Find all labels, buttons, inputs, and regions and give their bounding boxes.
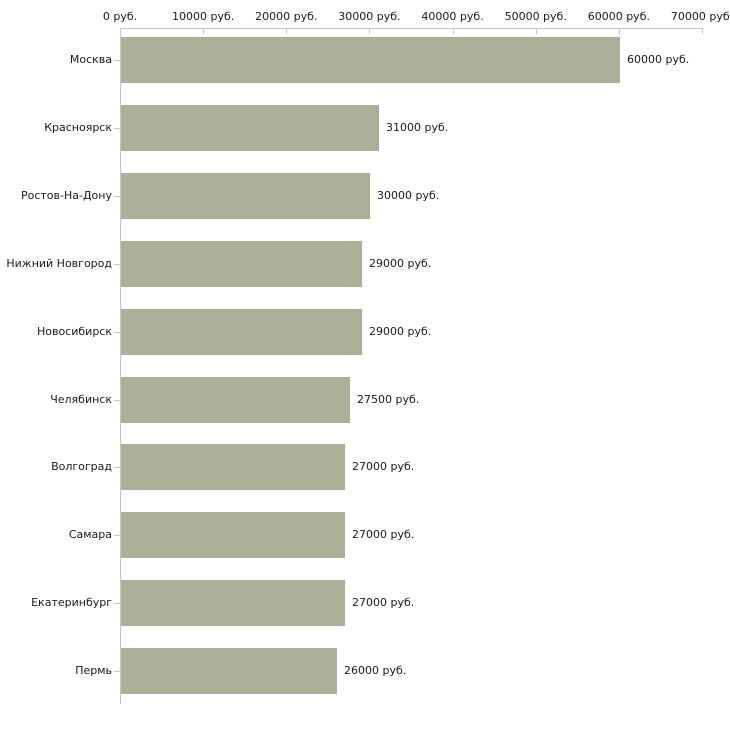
category-label: Ростов-На-Дону bbox=[20, 188, 112, 202]
category-label: Москва bbox=[69, 53, 112, 66]
bar bbox=[121, 240, 362, 287]
category-label: Екатеринбург bbox=[31, 596, 112, 610]
bar bbox=[121, 104, 379, 151]
bar bbox=[121, 37, 620, 83]
y-axis-line bbox=[120, 28, 121, 704]
x-axis-line bbox=[120, 28, 703, 29]
value-label: 27500 руб. bbox=[357, 392, 420, 406]
bar bbox=[121, 444, 345, 491]
value-label: 29000 руб. bbox=[369, 256, 432, 270]
category-tick-mark bbox=[114, 535, 120, 536]
value-label: 29000 руб. bbox=[369, 324, 432, 338]
category-tick-mark bbox=[114, 603, 120, 604]
x-axis-tick-mark bbox=[369, 29, 371, 34]
x-axis-tick-mark bbox=[618, 29, 620, 34]
category-tick-mark bbox=[114, 400, 120, 401]
value-label: 30000 руб. bbox=[377, 188, 440, 202]
x-axis-tick-label: 50000 руб. bbox=[504, 10, 567, 23]
x-axis-tick-mark bbox=[286, 29, 288, 34]
x-axis-tick-label: 40000 руб. bbox=[421, 10, 484, 23]
x-axis-tick-mark bbox=[702, 29, 703, 34]
x-axis-tick-label: 30000 руб. bbox=[338, 10, 401, 23]
value-label: 27000 руб. bbox=[352, 528, 415, 542]
bar bbox=[121, 580, 345, 627]
x-axis-tick-label: 60000 руб. bbox=[587, 10, 650, 23]
category-label: Красноярск bbox=[44, 120, 112, 134]
value-label: 27000 руб. bbox=[352, 460, 415, 474]
value-label: 60000 руб. bbox=[627, 53, 690, 66]
value-label: 27000 руб. bbox=[352, 596, 415, 610]
x-axis-tick-label: 0 руб. bbox=[102, 10, 138, 23]
bar bbox=[121, 308, 362, 355]
category-tick-mark bbox=[114, 332, 120, 333]
category-label: Новосибирск bbox=[36, 324, 112, 338]
category-tick-mark bbox=[114, 467, 120, 468]
category-label: Челябинск bbox=[50, 392, 112, 406]
category-tick-mark bbox=[114, 60, 120, 61]
x-axis-tick-label: 10000 руб. bbox=[172, 10, 235, 23]
bar bbox=[121, 648, 337, 695]
category-tick-mark bbox=[114, 128, 120, 129]
value-label: 26000 руб. bbox=[344, 664, 407, 678]
x-axis-tick-label: 70000 руб. bbox=[670, 10, 730, 23]
category-label: Пермь bbox=[75, 664, 112, 678]
category-label: Нижний Новгород bbox=[6, 256, 112, 270]
category-label: Волгоград bbox=[51, 460, 112, 474]
bar bbox=[121, 376, 350, 423]
category-tick-mark bbox=[114, 196, 120, 197]
category-tick-mark bbox=[114, 264, 120, 265]
category-tick-mark bbox=[114, 671, 120, 672]
bar bbox=[121, 172, 370, 219]
x-axis-tick-mark bbox=[452, 29, 454, 34]
x-axis-tick-mark bbox=[535, 29, 537, 34]
x-axis-tick-mark bbox=[120, 29, 121, 34]
value-label: 31000 руб. bbox=[386, 120, 449, 134]
x-axis-tick-label: 20000 руб. bbox=[255, 10, 318, 23]
x-axis-tick-mark bbox=[203, 29, 205, 34]
category-label: Самара bbox=[68, 528, 112, 542]
bar bbox=[121, 512, 345, 559]
